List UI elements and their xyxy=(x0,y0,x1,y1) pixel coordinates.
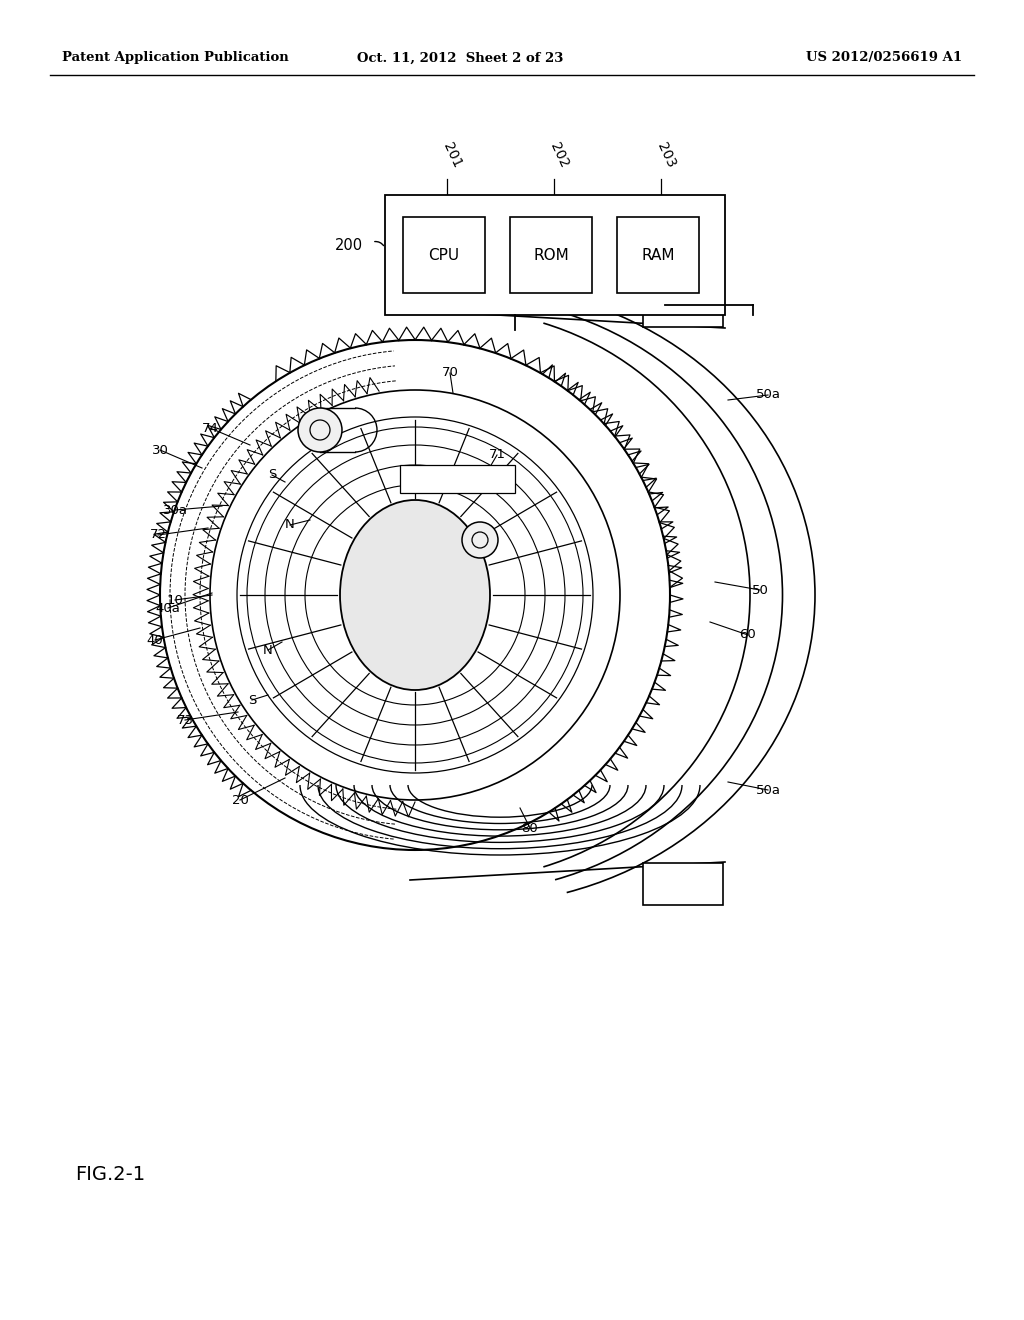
Ellipse shape xyxy=(462,521,498,558)
Text: 80: 80 xyxy=(521,821,539,834)
Text: 40a: 40a xyxy=(156,602,180,615)
Text: 73: 73 xyxy=(176,714,194,726)
Text: 10: 10 xyxy=(167,594,183,606)
Text: RAM: RAM xyxy=(641,248,675,263)
Text: 40: 40 xyxy=(146,634,164,647)
Text: US 2012/0256619 A1: US 2012/0256619 A1 xyxy=(806,51,962,65)
Text: 203: 203 xyxy=(654,140,678,170)
Text: ROM: ROM xyxy=(534,248,569,263)
Text: Oct. 11, 2012  Sheet 2 of 23: Oct. 11, 2012 Sheet 2 of 23 xyxy=(356,51,563,65)
Ellipse shape xyxy=(340,500,490,690)
Text: Patent Application Publication: Patent Application Publication xyxy=(62,51,289,65)
Text: S: S xyxy=(248,693,256,706)
Text: 50: 50 xyxy=(752,583,768,597)
Text: 50a: 50a xyxy=(756,388,780,401)
Bar xyxy=(617,216,699,293)
Bar xyxy=(643,285,723,327)
Text: 60: 60 xyxy=(739,628,757,642)
Text: 30: 30 xyxy=(152,444,168,457)
Text: 70: 70 xyxy=(441,367,459,380)
Text: 74: 74 xyxy=(202,421,218,434)
Bar xyxy=(403,216,485,293)
Text: N: N xyxy=(263,644,272,656)
Bar xyxy=(643,863,723,906)
Text: 202: 202 xyxy=(547,140,571,170)
Text: 200: 200 xyxy=(335,238,362,252)
Bar xyxy=(510,216,592,293)
Text: 71: 71 xyxy=(488,449,506,462)
Ellipse shape xyxy=(298,408,342,451)
Bar xyxy=(400,465,515,492)
Text: 20: 20 xyxy=(231,793,249,807)
Text: 50a: 50a xyxy=(756,784,780,796)
Text: FIG.2-1: FIG.2-1 xyxy=(75,1166,145,1184)
Text: S: S xyxy=(268,469,276,482)
Text: 201: 201 xyxy=(440,140,464,170)
Text: CPU: CPU xyxy=(428,248,460,263)
Text: 30a: 30a xyxy=(163,503,187,516)
Text: N: N xyxy=(285,519,295,532)
Bar xyxy=(385,195,725,315)
Text: 72: 72 xyxy=(150,528,167,541)
